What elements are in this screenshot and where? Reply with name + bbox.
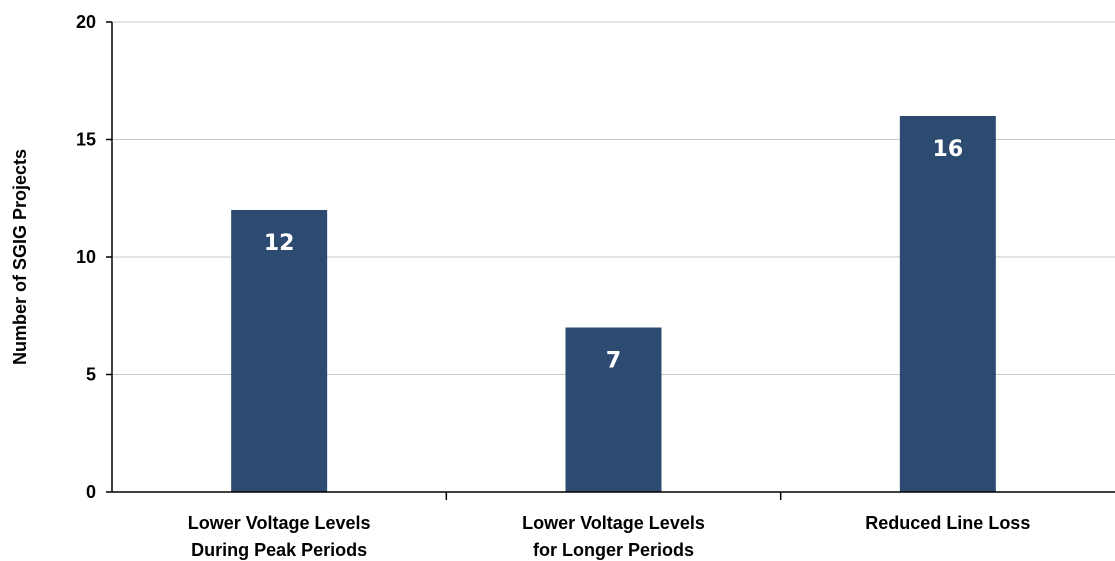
- bar: [231, 210, 328, 492]
- y-tick-label: 10: [76, 247, 96, 267]
- data-label: 7: [606, 349, 621, 374]
- x-category-label: for Longer Periods: [533, 540, 694, 560]
- x-category-label: Lower Voltage Levels: [522, 513, 705, 533]
- y-tick-labels: 0 5 10 15 20: [76, 12, 96, 502]
- x-category-label: Reduced Line Loss: [865, 513, 1030, 533]
- data-labels: 12 7 16: [264, 137, 963, 374]
- y-tick-label: 5: [86, 365, 96, 385]
- bar: [899, 116, 996, 492]
- x-category-label: Lower Voltage Levels: [188, 513, 371, 533]
- data-label: 16: [933, 137, 964, 162]
- y-tick-label: 0: [86, 482, 96, 502]
- y-tick-label: 15: [76, 130, 96, 150]
- bar: [565, 327, 662, 492]
- axes: [106, 21, 1115, 500]
- y-axis-title: Number of SGIG Projects: [10, 149, 30, 365]
- data-label: 12: [264, 231, 295, 256]
- y-tick-label: 20: [76, 12, 96, 32]
- x-category-labels: Lower Voltage Levels During Peak Periods L…: [188, 513, 1031, 560]
- x-category-label: During Peak Periods: [191, 540, 367, 560]
- bars: [231, 116, 996, 492]
